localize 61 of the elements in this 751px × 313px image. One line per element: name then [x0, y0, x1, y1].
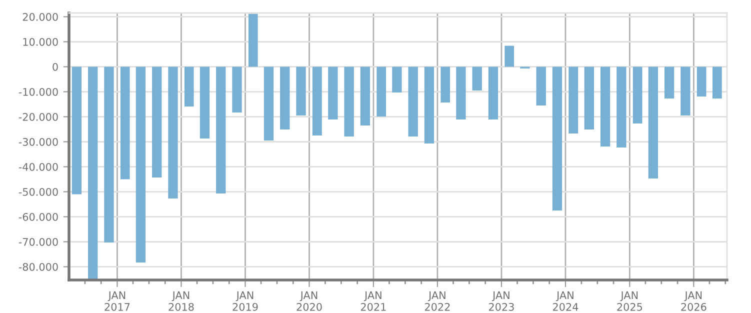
bar	[72, 66, 82, 194]
bar	[344, 66, 354, 136]
bar	[680, 66, 690, 116]
bar	[664, 66, 674, 98]
bar	[488, 66, 498, 120]
y-tick-label: -70.000	[18, 238, 58, 246]
x-tick-label: JAN 2025	[617, 291, 642, 311]
x-tick-label: JAN 2023	[488, 291, 514, 311]
bar	[296, 66, 306, 116]
y-tick-label: 20.000	[22, 12, 58, 21]
bar	[120, 66, 130, 180]
bar	[104, 66, 114, 242]
bar	[536, 66, 546, 106]
bar	[584, 66, 594, 130]
x-tick-label: JAN 2026	[681, 291, 706, 311]
bar	[360, 66, 370, 126]
bar	[264, 66, 274, 140]
bar	[440, 66, 450, 102]
bar	[312, 66, 322, 136]
bar	[632, 66, 642, 124]
bar	[392, 66, 402, 92]
bar	[216, 66, 226, 194]
y-tick-label: -40.000	[18, 162, 58, 171]
y-tick-label: -30.000	[18, 138, 58, 146]
x-tick-label: JAN 2018	[168, 291, 194, 311]
y-tick-label: -10.000	[18, 88, 58, 96]
bar	[280, 66, 290, 130]
bar	[248, 14, 258, 67]
bar	[152, 66, 162, 178]
x-tick-label: JAN 2022	[424, 291, 450, 311]
y-tick-label: -60.000	[18, 212, 58, 221]
bar	[472, 66, 482, 90]
bar	[616, 66, 626, 148]
bar	[552, 66, 562, 210]
bar	[376, 66, 386, 116]
bar	[648, 66, 658, 178]
x-tick-label: JAN 2019	[232, 291, 258, 311]
y-tick-label: -50.000	[18, 188, 58, 196]
y-tick-label: 10.000	[23, 38, 58, 46]
bar	[424, 66, 434, 144]
bar	[88, 66, 98, 280]
bar	[184, 66, 194, 106]
y-tick-label: -80.000	[18, 262, 58, 271]
bar	[200, 66, 210, 138]
bar	[408, 66, 418, 136]
bar	[696, 66, 706, 96]
bar	[136, 66, 146, 262]
bar	[168, 66, 178, 198]
x-tick-label: JAN 2017	[104, 291, 130, 311]
bar	[504, 46, 514, 67]
bar	[232, 66, 242, 112]
x-tick-label: JAN 2021	[360, 291, 386, 311]
bar	[712, 66, 722, 98]
bar	[456, 66, 466, 120]
y-tick-label: -20.000	[18, 112, 58, 121]
bar	[328, 66, 338, 120]
y-tick-label: 0	[52, 62, 58, 71]
x-tick-label: JAN 2020	[296, 291, 322, 311]
bar	[600, 66, 610, 146]
x-tick-label: JAN 2024	[552, 291, 578, 311]
bar	[568, 66, 578, 134]
